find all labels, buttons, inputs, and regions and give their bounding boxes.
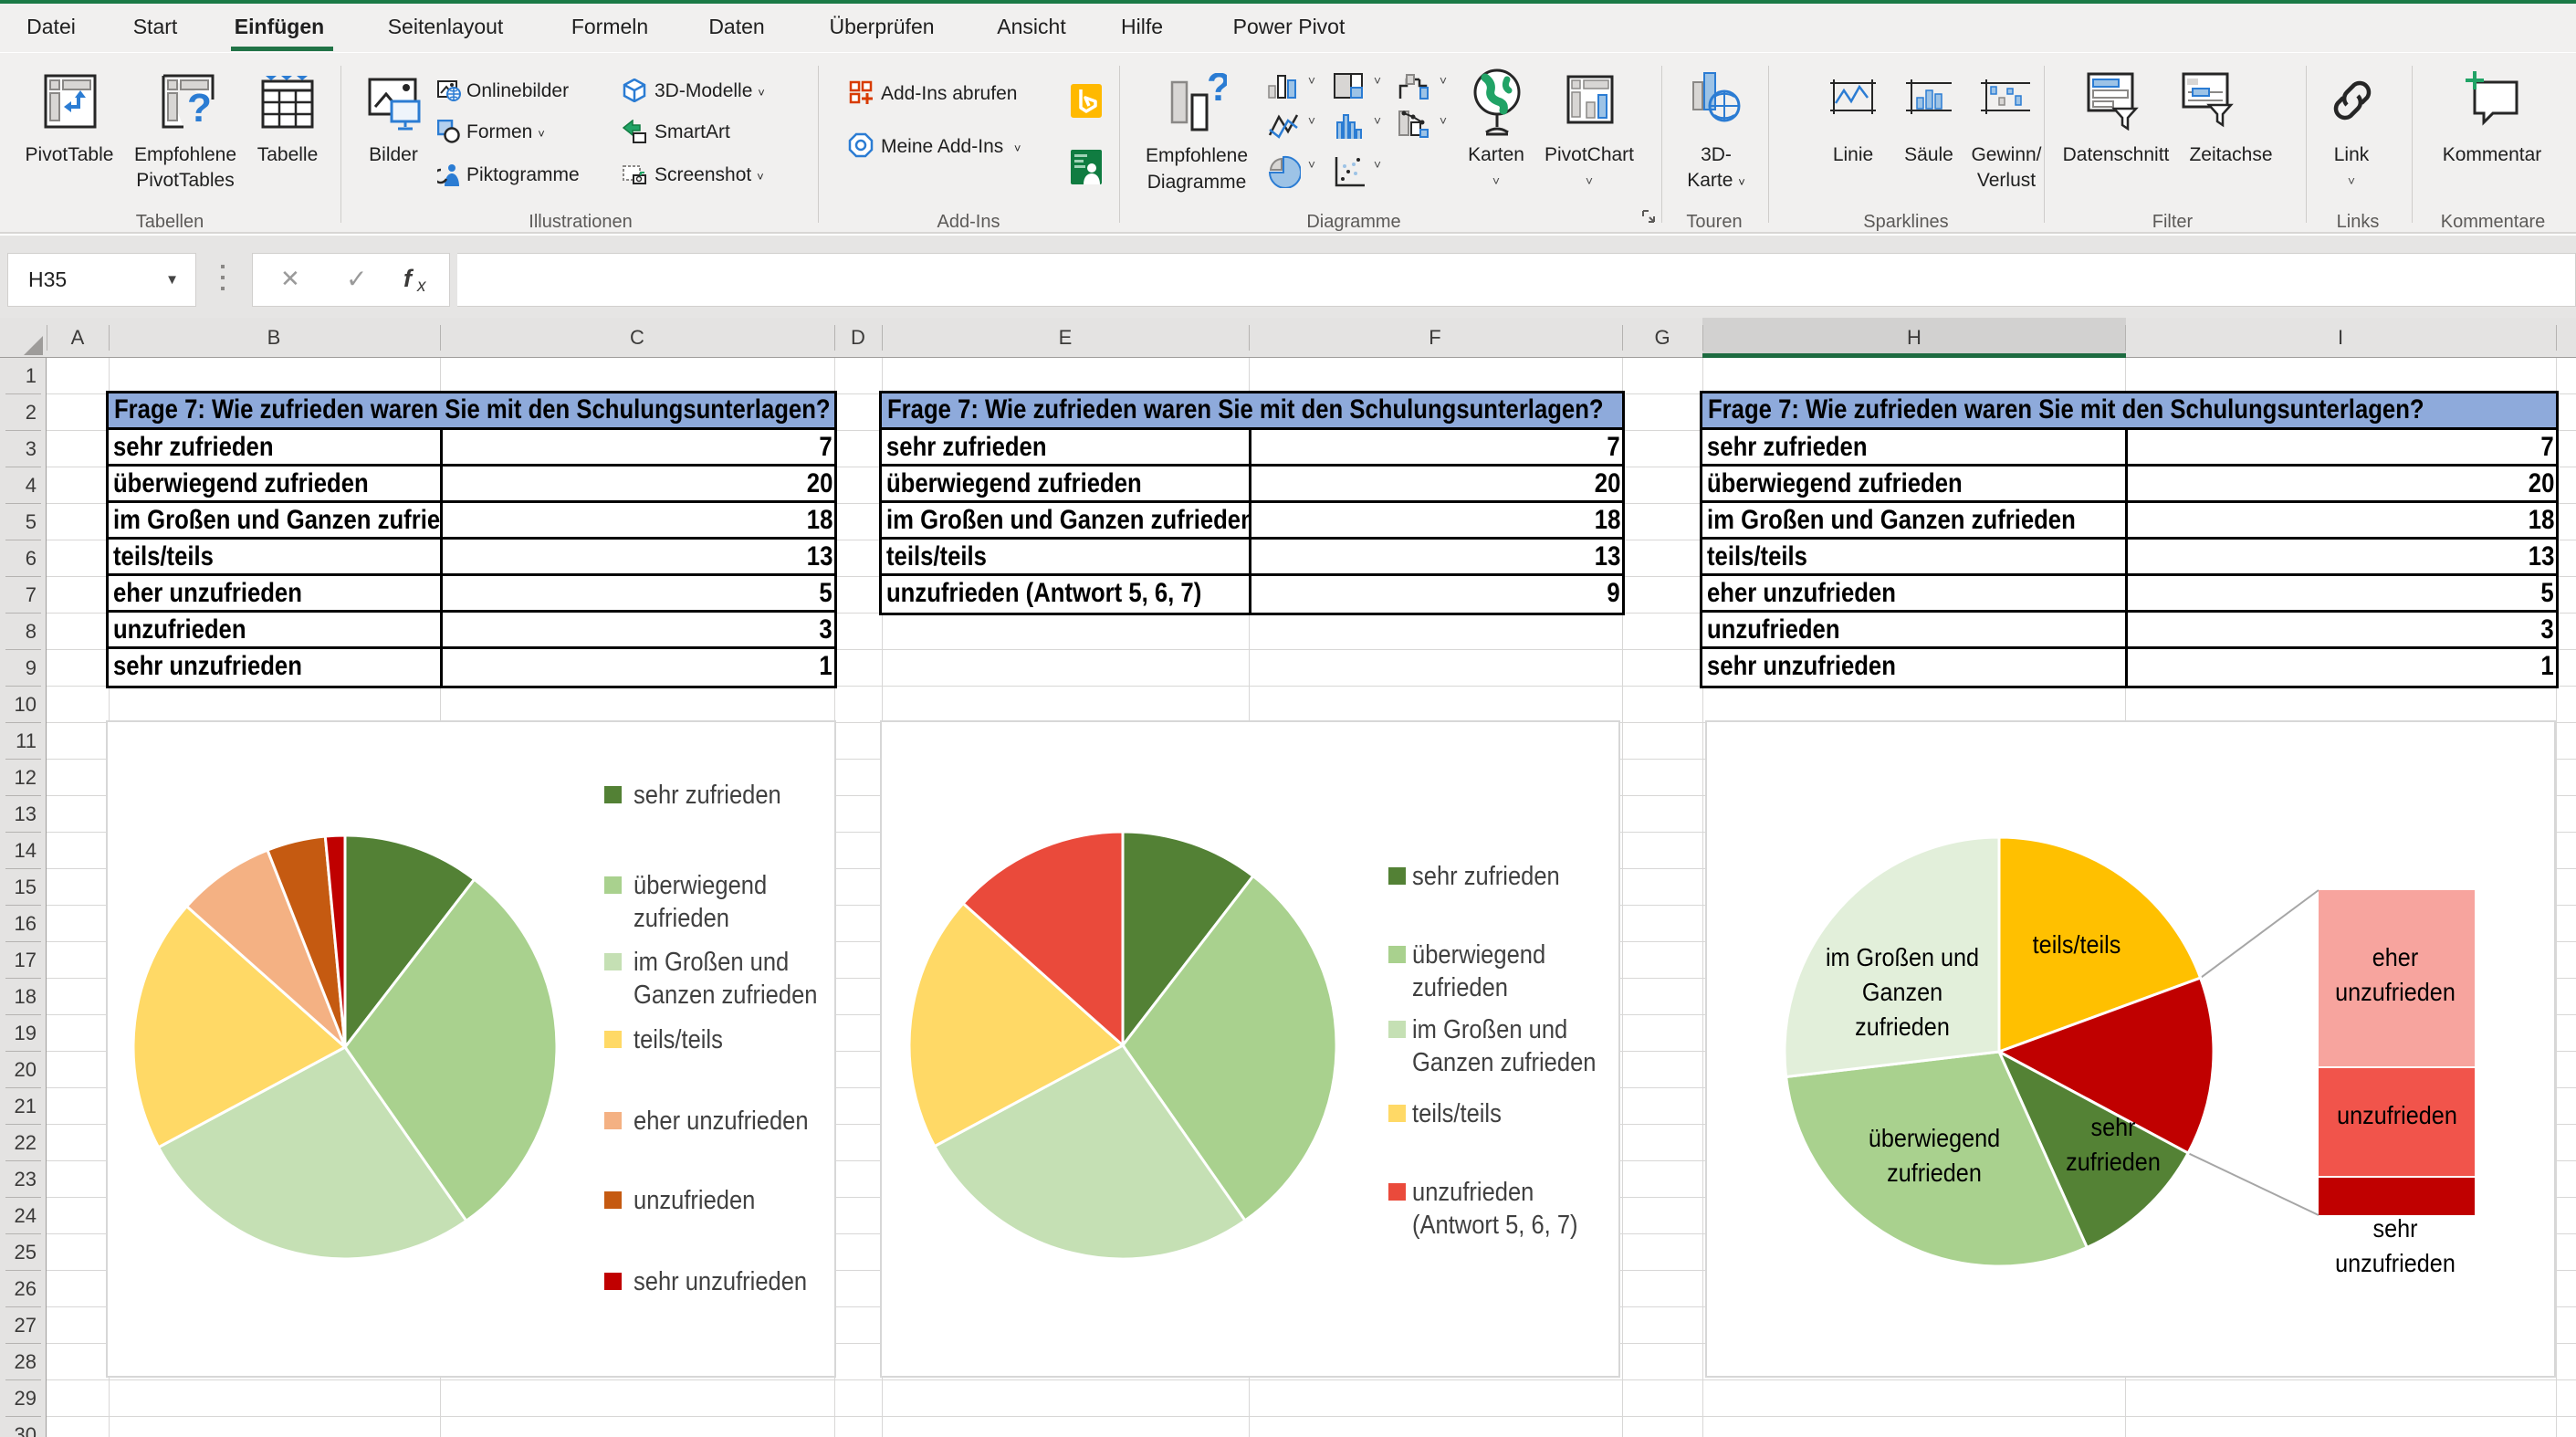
- svg-text:?: ?: [1207, 73, 1227, 110]
- svg-text:?: ?: [187, 86, 212, 129]
